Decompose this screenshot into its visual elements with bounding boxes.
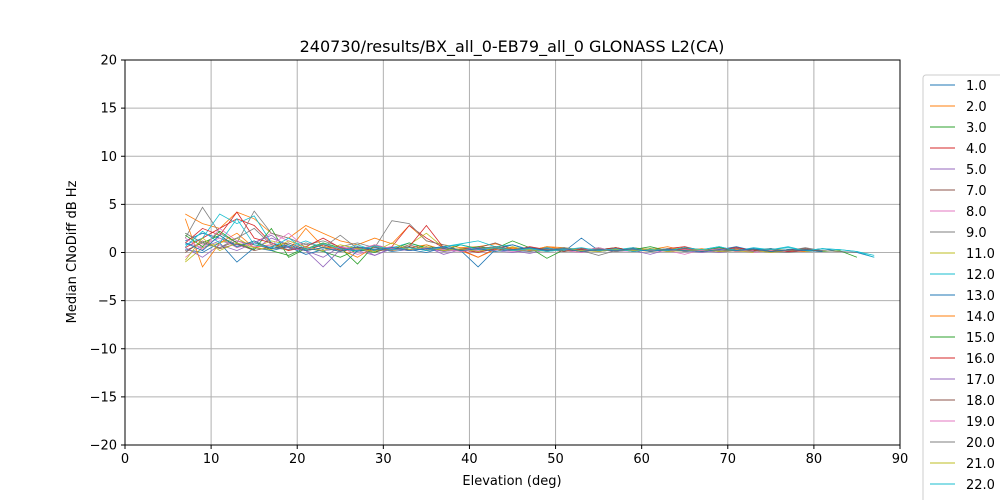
series-line-19-0 — [185, 227, 754, 252]
chart-title: 240730/results/BX_all_0-EB79_all_0 GLONA… — [300, 37, 725, 57]
legend-label: 17.0 — [966, 373, 995, 388]
series-line-20-0 — [185, 227, 857, 253]
y-tick-label: −10 — [90, 342, 117, 357]
legend-label: 4.0 — [966, 142, 987, 157]
legend-label: 22.0 — [966, 478, 995, 493]
x-tick-label: 0 — [121, 452, 129, 467]
legend-label: 16.0 — [966, 352, 995, 367]
legend-label: 1.0 — [966, 79, 987, 94]
x-tick-label: 90 — [892, 452, 909, 467]
y-tick-label: 20 — [100, 54, 117, 69]
plot-area — [124, 59, 901, 446]
x-axis: 0 10 20 30 40 50 60 70 80 90 — [121, 445, 908, 467]
x-tick-label: 30 — [375, 452, 392, 467]
x-tick-label: 40 — [461, 452, 478, 467]
x-tick-label: 70 — [720, 452, 737, 467]
x-tick-label: 50 — [547, 452, 564, 467]
y-tick-label: −20 — [90, 439, 117, 454]
x-axis-title: Elevation (deg) — [462, 474, 561, 489]
legend-label: 2.0 — [966, 100, 987, 115]
legend-label: 8.0 — [966, 205, 987, 220]
y-tick-label: 0 — [109, 246, 117, 261]
legend-label: 19.0 — [966, 415, 995, 430]
series-lines — [184, 206, 875, 268]
series-line-15-0 — [185, 227, 823, 265]
x-tick-label: 80 — [806, 452, 823, 467]
legend-label: 20.0 — [966, 436, 995, 451]
y-axis-title: Median CNoDiff dB Hz — [65, 180, 80, 323]
series-line-22-0 — [185, 218, 875, 256]
legend-frame — [922, 74, 1000, 500]
y-axis: −20 −15 −10 −5 0 5 10 15 20 — [90, 54, 125, 454]
legend: 1.0 2.0 3.0 4.0 5.0 7.0 8.0 9.0 11.0 12.0 13.0 14.0… — [922, 74, 1000, 500]
legend-label: 18.0 — [966, 394, 995, 409]
series-line-3-0 — [185, 232, 858, 258]
legend-label: 11.0 — [966, 247, 995, 262]
legend-label: 9.0 — [966, 226, 987, 241]
legend-label: 5.0 — [966, 163, 987, 178]
x-tick-label: 60 — [633, 452, 650, 467]
x-tick-label: 20 — [289, 452, 306, 467]
legend-label: 15.0 — [966, 331, 995, 346]
x-tick-label: 10 — [203, 452, 220, 467]
y-tick-label: 15 — [100, 102, 117, 117]
series-line-17-0 — [185, 234, 754, 268]
y-tick-label: 10 — [100, 150, 117, 165]
y-tick-label: −15 — [90, 390, 117, 405]
y-tick-label: 5 — [109, 198, 117, 213]
legend-label: 13.0 — [966, 289, 995, 304]
series-line-23-0 — [185, 234, 823, 252]
legend-label: 14.0 — [966, 310, 995, 325]
legend-label: 21.0 — [966, 457, 995, 472]
legend-label: 7.0 — [966, 184, 987, 199]
legend-label: 12.0 — [966, 268, 995, 283]
y-tick-label: −5 — [98, 294, 117, 309]
legend-label: 3.0 — [966, 121, 987, 136]
